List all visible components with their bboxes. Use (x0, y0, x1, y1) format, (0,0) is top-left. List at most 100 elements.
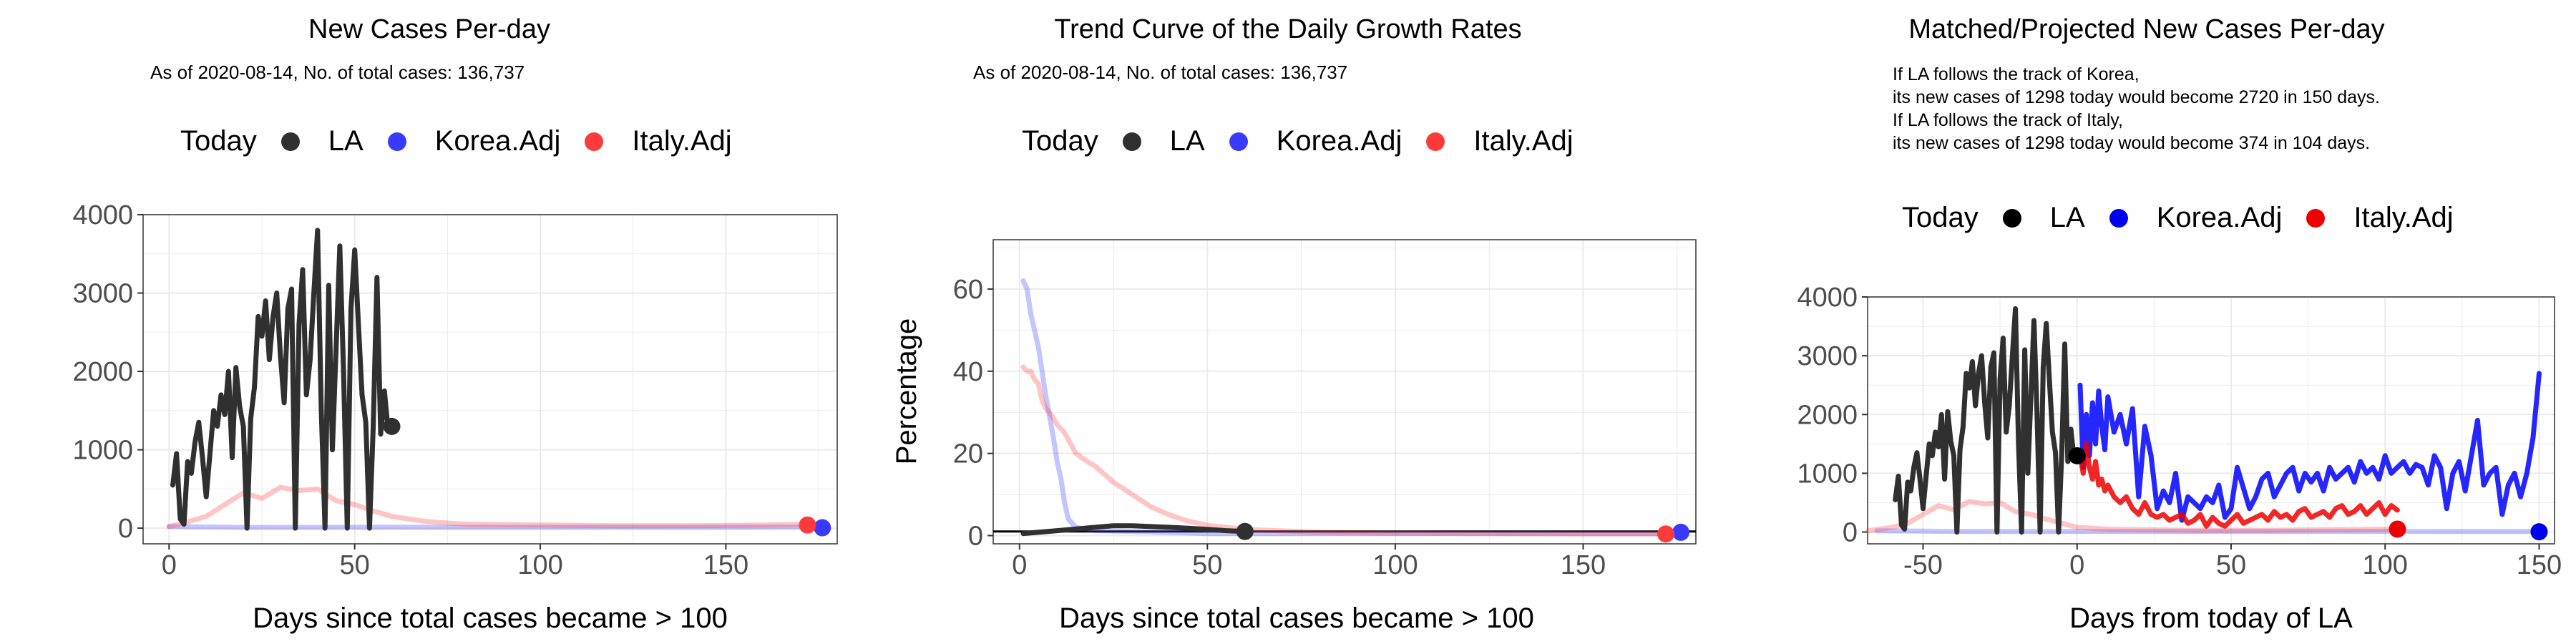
y-tick-label: 20 (953, 439, 983, 469)
series-line-korea-adj-projected- (2077, 371, 2542, 523)
legend-item-korea: Korea.Adj (387, 125, 561, 157)
y-tick-label: 1000 (72, 436, 133, 466)
legend-marker (1426, 132, 1445, 151)
plot-border (992, 239, 1697, 545)
legend-marker (585, 132, 604, 151)
chart-title: Matched/Projected New Cases Per-day (1908, 14, 2385, 44)
chart-plot: 0 50 100 150 0 1000 2000 3000 4000 Days since to… (72, 200, 838, 634)
plot-area: 0 50 100 150 0 20 40 60 (953, 239, 1697, 580)
x-tick-label: 0 (1012, 550, 1027, 580)
legend-title: Today (1022, 125, 1098, 157)
x-tick-label: 100 (2363, 550, 2408, 580)
note-line: its new cases of 1298 today would become… (1893, 87, 2380, 107)
projection-notes: If LA follows the track of Korea, its ne… (1893, 63, 2380, 155)
note-line: If LA follows the track of Italy, (1893, 110, 2123, 130)
x-tick-label: 0 (162, 550, 177, 580)
legend-marker (1122, 132, 1141, 151)
x-axis-label: Days from today of LA (2069, 602, 2353, 634)
chart-panel-projected: Matched/Projected New Cases Per-day If L… (1717, 0, 2576, 644)
legend-item-italy: Italy.Adj (585, 125, 732, 157)
legend-marker (2109, 208, 2128, 228)
y-tick-label: 60 (953, 275, 983, 305)
today-point-italy-adj (2389, 520, 2406, 538)
x-tick-label: 150 (1561, 550, 1606, 580)
legend-item-la: LA (2002, 202, 2085, 234)
legend-item-korea: Korea.Adj (1229, 125, 1402, 157)
legend-label: Italy.Adj (632, 125, 732, 157)
chart-panel-new-cases: New Cases Per-day As of 2020-08-14, No. … (0, 0, 859, 644)
chart-subtitle: As of 2020-08-14, No. of total cases: 13… (150, 62, 525, 83)
plot-area: -50 0 50 100 150 0 1000 2000 3000 4000 (1797, 283, 2562, 580)
x-tick-label: 0 (2069, 550, 2084, 580)
today-point-korea-adj (2530, 523, 2548, 541)
y-tick-label: 1000 (1797, 459, 1858, 489)
legend-marker (387, 132, 406, 151)
y-tick-label: 3000 (1797, 341, 1858, 371)
series-line-la (1893, 306, 2080, 535)
today-point-la (383, 417, 401, 435)
chart-title: New Cases Per-day (308, 14, 550, 44)
legend-marker (2306, 208, 2326, 228)
chart-subtitle: As of 2020-08-14, No. of total cases: 13… (973, 62, 1348, 83)
legend-title: Today (180, 125, 257, 157)
note-line: If LA follows the track of Korea, (1893, 64, 2140, 84)
today-point-italy-adj (1657, 525, 1674, 543)
series-line-la (170, 228, 394, 531)
x-tick-label: -50 (1903, 550, 1943, 580)
legend-label: LA (328, 125, 364, 157)
y-axis-label: Percentage (891, 318, 922, 465)
today-point-italy-adj (799, 516, 816, 534)
legend-item-la: LA (280, 125, 364, 157)
x-axis-label: Days since total cases became > 100 (253, 602, 728, 634)
x-tick-label: 50 (1192, 550, 1222, 580)
legend-label: Italy.Adj (1473, 125, 1574, 157)
y-tick-label: 0 (118, 514, 133, 544)
legend-label: Korea.Adj (434, 125, 561, 157)
legend-marker (2002, 208, 2021, 228)
legend-item-italy: Italy.Adj (2306, 202, 2454, 234)
series-line-italy-adj (166, 484, 810, 530)
y-tick-label: 2000 (1797, 400, 1858, 430)
legend-item-la: LA (1122, 125, 1205, 157)
chart-legend: Today LA Korea.Adj Italy.Adj (1902, 202, 2478, 234)
chart-plot: 0 50 100 150 0 20 40 60 Days since total cases … (891, 239, 1697, 634)
legend-label: Italy.Adj (2353, 202, 2454, 233)
legend-marker (280, 132, 300, 151)
y-tick-label: 3000 (72, 279, 133, 309)
chart-legend: Today LA Korea.Adj Italy.Adj (180, 125, 756, 157)
y-tick-label: 0 (968, 522, 983, 552)
note-line: its new cases of 1298 today would become… (1893, 133, 2371, 153)
chart-legend: Today LA Korea.Adj Italy.Adj (1022, 125, 1598, 157)
plot-area: 0 50 100 150 0 1000 2000 3000 4000 (72, 200, 838, 580)
legend-label: Korea.Adj (2156, 202, 2283, 233)
legend-label: LA (2049, 202, 2085, 233)
today-point-la (2068, 447, 2086, 464)
y-tick-label: 4000 (72, 200, 133, 230)
x-tick-label: 100 (1372, 550, 1418, 580)
series-line-korea-adj (1020, 278, 1684, 537)
chart-panel-growth-rates: Trend Curve of the Daily Growth Rates As… (859, 0, 1717, 644)
x-tick-label: 150 (703, 550, 748, 580)
legend-item-korea: Korea.Adj (2109, 202, 2283, 234)
legend-marker (1229, 132, 1248, 151)
y-tick-label: 4000 (1797, 283, 1858, 313)
today-point-korea-adj (1672, 523, 1689, 541)
plot-border (142, 214, 838, 545)
series-line-italy-adj (1020, 364, 1669, 537)
today-point-la (1236, 522, 1254, 540)
x-tick-label: 100 (517, 550, 562, 580)
chart-plot: -50 0 50 100 150 0 1000 2000 3000 4000 Days from … (1797, 283, 2562, 634)
legend-label: Korea.Adj (1276, 125, 1402, 157)
plot-border (1867, 296, 2555, 545)
y-tick-label: 40 (953, 357, 983, 387)
legend-label: LA (1169, 125, 1205, 157)
x-tick-label: 50 (340, 550, 370, 580)
today-point-korea-adj (814, 519, 831, 537)
x-tick-label: 150 (2517, 550, 2562, 580)
x-axis-label: Days since total cases became > 100 (1059, 602, 1534, 634)
chart-title: Trend Curve of the Daily Growth Rates (1054, 14, 1522, 44)
series-line-italy-adj-projected- (2077, 441, 2400, 529)
x-tick-label: 50 (2216, 550, 2246, 580)
series-line-korea-adj-matched- (1874, 528, 2542, 535)
series-line-la (1020, 523, 1248, 537)
